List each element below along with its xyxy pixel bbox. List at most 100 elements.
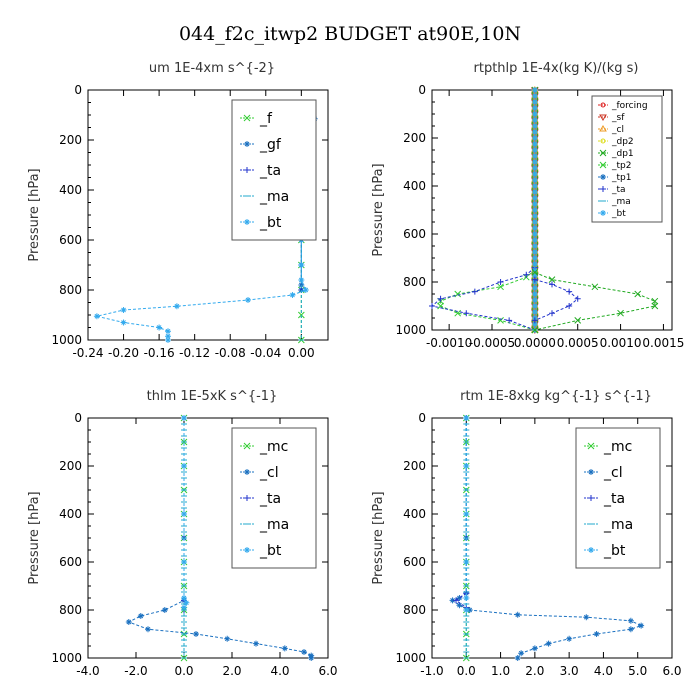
y-tick-label: 200 [403, 459, 426, 473]
data-point [593, 631, 600, 637]
data-point [531, 207, 538, 213]
data-point [531, 105, 538, 111]
series-bt [181, 415, 190, 611]
data-point [531, 303, 538, 309]
data-point [531, 326, 539, 334]
legend-label: _bt [259, 543, 282, 559]
y-tick-label: 400 [403, 179, 426, 193]
chart-panel-1: um 1E-4xm s^{-2} Pressure [hPa] 0 200 400 600… [27, 61, 329, 360]
data-point [429, 303, 435, 309]
data-point [531, 123, 538, 129]
data-point [531, 243, 538, 249]
data-point [466, 607, 473, 613]
data-point [453, 597, 459, 604]
data-point [548, 276, 556, 283]
panel-title: um 1E-4xm s^{-2} [149, 61, 275, 76]
legend-marker [599, 125, 607, 132]
data-point [281, 645, 288, 652]
y-tick-label: 800 [59, 283, 82, 297]
y-tick-label: 1000 [51, 651, 82, 665]
legend-marker [600, 186, 606, 192]
data-point [531, 159, 538, 165]
data-point [531, 231, 538, 237]
legend-label: _dp2 [611, 137, 634, 147]
y-tick-label: 0 [74, 83, 82, 97]
legend-label: _ma [259, 517, 289, 533]
x-tick-label: 2.0 [222, 664, 241, 678]
data-point [518, 650, 525, 657]
x-tick-label: -0.04 [250, 346, 281, 360]
data-point [193, 631, 199, 637]
legend-label: _mc [259, 439, 288, 455]
data-point [531, 297, 538, 303]
legend: _f _gf _ta _ma _bt [231, 99, 317, 241]
data-point [566, 635, 573, 642]
x-tick-label: -0.12 [179, 346, 210, 360]
y-axis-label: Pressure [hPa] [371, 491, 386, 584]
legend-label: _bt [611, 209, 626, 219]
y-tick-label: 800 [403, 275, 426, 289]
data-point [634, 290, 642, 298]
data-point [531, 111, 538, 117]
data-point [531, 99, 538, 105]
legend-marker [599, 161, 607, 169]
legend-marker [244, 167, 250, 173]
y-axis-label: Pressure [hPa] [27, 168, 42, 261]
x-tick-label: 5.0 [628, 664, 647, 678]
y-axis-label: Pressure [hPa] [27, 491, 42, 584]
legend-label: _f [259, 111, 273, 127]
series-cl [125, 415, 315, 661]
legend-label: _ma [603, 517, 633, 533]
legend-label: _gf [259, 137, 282, 153]
legend-marker [588, 495, 594, 501]
legend-label: _cl [259, 465, 279, 481]
x-tick-label: 0.0 [174, 664, 193, 678]
data-point [531, 317, 538, 324]
y-tick-label: 1000 [395, 323, 426, 337]
series-tab [531, 276, 581, 324]
data-point [456, 595, 463, 601]
x-tick-label: -0.0005 [469, 336, 515, 350]
data-point [120, 307, 127, 313]
data-point [224, 635, 231, 642]
data-point [165, 337, 171, 343]
legend-marker [243, 442, 251, 450]
legend-label: _forcing [611, 101, 648, 111]
legend: _mc _cl _ta _ma _bt [575, 427, 661, 569]
legend-label: _ta [611, 185, 626, 195]
data-point [497, 317, 504, 324]
y-tick-label: 400 [59, 507, 82, 521]
y-tick-label: 400 [403, 507, 426, 521]
data-point [531, 129, 538, 135]
legend-label: _ta [603, 491, 625, 507]
legend-marker [588, 469, 594, 475]
data-point [156, 324, 163, 331]
legend-marker [244, 495, 250, 501]
x-tick-label: -0.0010 [426, 336, 472, 350]
data-point [463, 415, 470, 421]
data-point [454, 290, 462, 298]
legend-marker [599, 114, 607, 121]
data-point [531, 177, 538, 183]
data-point [531, 225, 538, 231]
series-dp1b [531, 269, 659, 334]
legend-marker [600, 102, 606, 108]
data-point [531, 273, 538, 279]
y-tick-label: 1000 [395, 651, 426, 665]
data-point [253, 640, 259, 647]
legend-label: _tp1 [611, 173, 631, 183]
data-point [125, 619, 132, 625]
data-point [531, 171, 538, 177]
data-point [93, 313, 100, 320]
legend-marker [600, 210, 606, 216]
x-tick-label: 6.0 [318, 664, 337, 678]
series-line [440, 269, 536, 331]
legend-marker [588, 547, 594, 553]
data-point [574, 317, 582, 324]
data-point [302, 287, 309, 293]
legend-label: _ta [259, 491, 281, 507]
series-line [534, 271, 656, 331]
data-point [463, 559, 470, 565]
data-point [583, 614, 590, 621]
legend-marker [244, 469, 250, 475]
